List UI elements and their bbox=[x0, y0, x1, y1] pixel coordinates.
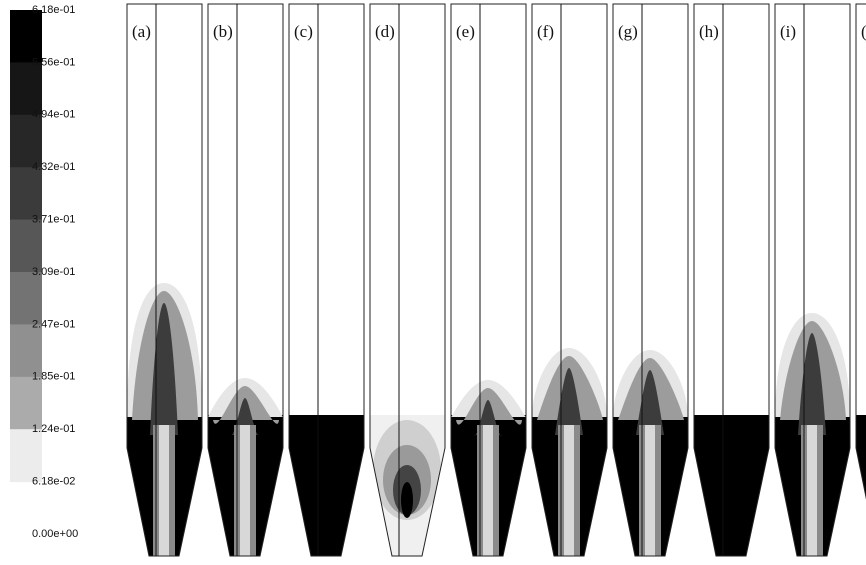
panel: (j) bbox=[853, 4, 866, 565]
colorbar-band bbox=[10, 429, 42, 482]
panel-label: (g) bbox=[618, 22, 638, 41]
colorbar-label: 0.00e+00 bbox=[32, 528, 78, 540]
colorbar-band bbox=[10, 115, 42, 168]
colorbar-band bbox=[10, 167, 42, 220]
core bbox=[159, 425, 169, 565]
field bbox=[401, 482, 413, 518]
colorbar-band bbox=[10, 272, 42, 325]
colorbar-band bbox=[10, 62, 42, 115]
colorbar-label: 6.18e-02 bbox=[32, 476, 75, 488]
colorbar-band bbox=[10, 377, 42, 430]
panel: (i) bbox=[772, 4, 854, 565]
core bbox=[483, 425, 493, 565]
colorbar-label: 3.71e-01 bbox=[32, 214, 75, 226]
core bbox=[807, 425, 817, 565]
panel-field bbox=[367, 415, 449, 565]
panel-label: (d) bbox=[375, 22, 395, 41]
colorbar-band bbox=[10, 220, 42, 273]
panel-field bbox=[772, 313, 854, 565]
colorbar-label: 4.32e-01 bbox=[32, 161, 75, 173]
panel-label: (i) bbox=[780, 22, 796, 41]
panel: (c) bbox=[286, 4, 368, 565]
panel: (e) bbox=[448, 4, 530, 565]
panel-label: (a) bbox=[132, 22, 151, 41]
core bbox=[645, 425, 655, 565]
panel-label: (j) bbox=[861, 22, 866, 41]
panel-field bbox=[205, 378, 287, 565]
panel: (f) bbox=[529, 4, 611, 565]
panel-label: (f) bbox=[537, 22, 554, 41]
colorbar-label: 6.18e-01 bbox=[32, 4, 75, 16]
colorbar-label: 2.47e-01 bbox=[32, 318, 75, 330]
core bbox=[240, 425, 250, 565]
bed bbox=[286, 415, 368, 565]
colorbar-label: 5.56e-01 bbox=[32, 56, 75, 68]
bed bbox=[691, 415, 773, 565]
panel-label: (c) bbox=[294, 22, 313, 41]
colorbar-label: 1.85e-01 bbox=[32, 371, 75, 383]
panel-field bbox=[529, 348, 611, 565]
panel: (a) bbox=[124, 4, 206, 565]
colorbar-label: 3.09e-01 bbox=[32, 266, 75, 278]
core bbox=[564, 425, 574, 565]
colorbar-band bbox=[10, 324, 42, 377]
panel-field bbox=[691, 415, 773, 565]
panel: (h) bbox=[691, 4, 773, 565]
panel-field bbox=[124, 283, 206, 565]
panel: (d) bbox=[367, 4, 449, 565]
figure: 6.18e-01 5.56e-01 4.94e-01 4.32e-01 3.71e-01… bbox=[0, 0, 866, 565]
panel-field bbox=[610, 350, 692, 565]
colorbar-label: 4.94e-01 bbox=[32, 109, 75, 121]
panel-field bbox=[286, 415, 368, 565]
colorbar-label: 1.24e-01 bbox=[32, 423, 75, 435]
panel-label: (b) bbox=[213, 22, 233, 41]
page: 6.18e-01 5.56e-01 4.94e-01 4.32e-01 3.71e-01… bbox=[0, 0, 866, 565]
panel-label: (h) bbox=[699, 22, 719, 41]
panel-label: (e) bbox=[456, 22, 475, 41]
panel-field bbox=[448, 380, 530, 565]
colorbar-band bbox=[10, 10, 42, 63]
panel: (b) bbox=[205, 4, 287, 565]
panel: (g) bbox=[610, 4, 692, 565]
